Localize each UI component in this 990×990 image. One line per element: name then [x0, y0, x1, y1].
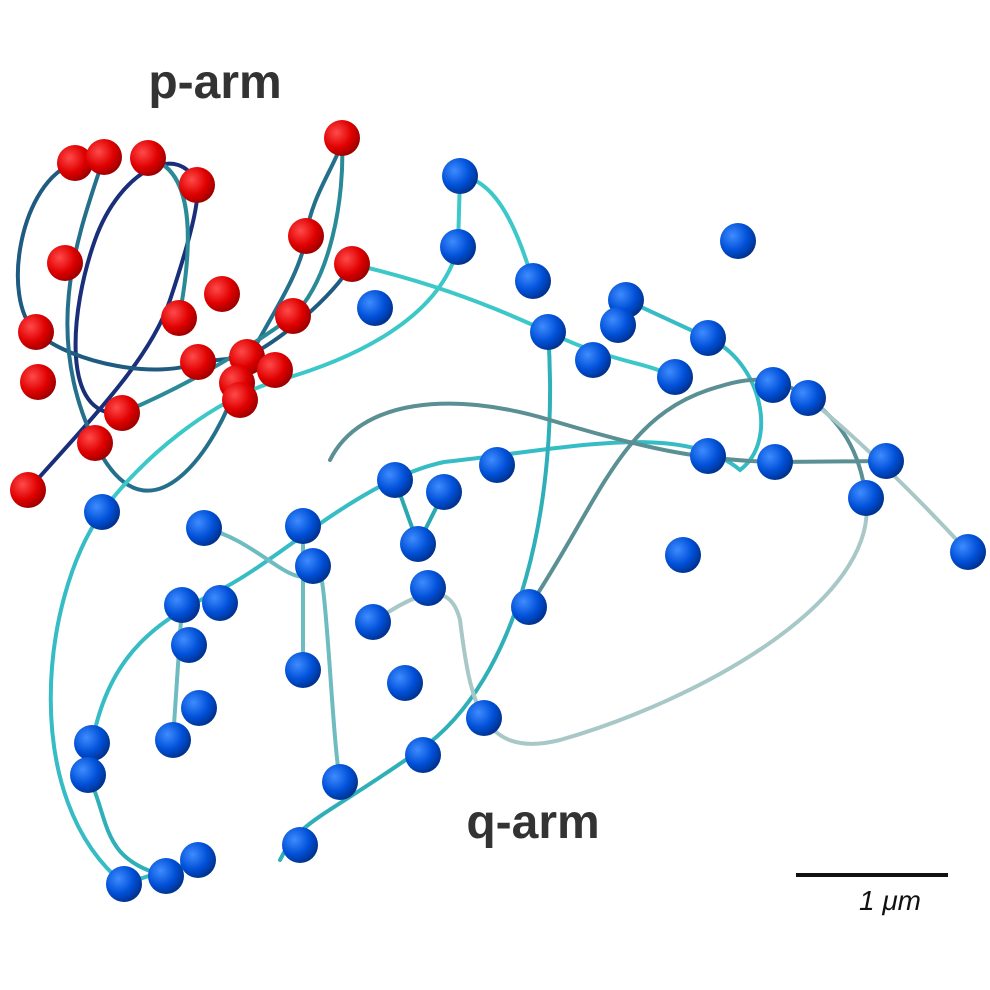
q-arm-bead — [148, 858, 184, 894]
scale-bar-label: 1 μm — [859, 885, 921, 916]
q-arm-bead — [84, 494, 120, 530]
q-arm-bead — [426, 474, 462, 510]
q-arm-bead — [848, 480, 884, 516]
q-arm-bead — [755, 367, 791, 403]
p-arm-bead — [47, 245, 83, 281]
p-arm-bead — [257, 352, 293, 388]
q-arm-bead — [950, 534, 986, 570]
p-arm-bead — [324, 120, 360, 156]
q-arm-bead — [868, 443, 904, 479]
q-arm-bead — [202, 585, 238, 621]
q-arm-bead — [106, 866, 142, 902]
q-arm-bead — [479, 447, 515, 483]
q-arm-bead — [377, 462, 413, 498]
q-arm-bead — [74, 725, 110, 761]
q-arm-bead — [511, 589, 547, 625]
p-arm-bead — [288, 218, 324, 254]
p-arm-bead — [57, 145, 93, 181]
p-arm-bead — [334, 246, 370, 282]
p-arm-bead — [104, 395, 140, 431]
q-arm-bead — [70, 757, 106, 793]
p-arm-bead — [86, 139, 122, 175]
p-arm-bead — [130, 140, 166, 176]
beads — [10, 120, 986, 902]
q-arm-bead — [186, 510, 222, 546]
fiber — [48, 298, 764, 887]
q-arm-bead — [387, 665, 423, 701]
fiber — [86, 330, 552, 878]
q-arm-bead — [164, 587, 200, 623]
p-arm-bead — [18, 314, 54, 350]
q-arm-bead — [575, 342, 611, 378]
q-arm-bead — [720, 223, 756, 259]
q-arm-bead — [282, 827, 318, 863]
q-arm-bead — [410, 570, 446, 606]
q-arm-bead — [690, 320, 726, 356]
q-arm-bead — [466, 700, 502, 736]
p-arm-bead — [161, 300, 197, 336]
p-arm-bead — [10, 472, 46, 508]
q-arm-bead — [285, 508, 321, 544]
p-arm-bead — [77, 425, 113, 461]
q-arm-bead — [530, 314, 566, 350]
q-arm-bead — [155, 722, 191, 758]
q-arm-bead — [322, 764, 358, 800]
q-arm-label: q-arm — [466, 796, 599, 849]
q-arm-bead — [515, 263, 551, 299]
p-arm-bead — [204, 276, 240, 312]
q-arm-bead — [400, 526, 436, 562]
q-arm-bead — [657, 359, 693, 395]
q-arm-bead — [442, 158, 478, 194]
p-arm-bead — [180, 344, 216, 380]
q-arm-bead — [665, 537, 701, 573]
p-arm-label: p-arm — [148, 56, 281, 109]
q-arm-bead — [690, 438, 726, 474]
q-arm-bead — [440, 229, 476, 265]
p-arm-bead — [275, 298, 311, 334]
p-arm-bead — [179, 167, 215, 203]
q-arm-bead — [181, 690, 217, 726]
q-arm-bead — [295, 548, 331, 584]
q-arm-bead — [171, 627, 207, 663]
q-arm-bead — [757, 444, 793, 480]
q-arm-bead — [355, 604, 391, 640]
q-arm-bead — [405, 737, 441, 773]
q-arm-bead — [180, 842, 216, 878]
p-arm-bead — [222, 382, 258, 418]
q-arm-bead — [285, 652, 321, 688]
q-arm-bead — [357, 290, 393, 326]
q-arm-bead — [790, 380, 826, 416]
p-arm-bead — [20, 364, 56, 400]
q-arm-bead — [600, 307, 636, 343]
